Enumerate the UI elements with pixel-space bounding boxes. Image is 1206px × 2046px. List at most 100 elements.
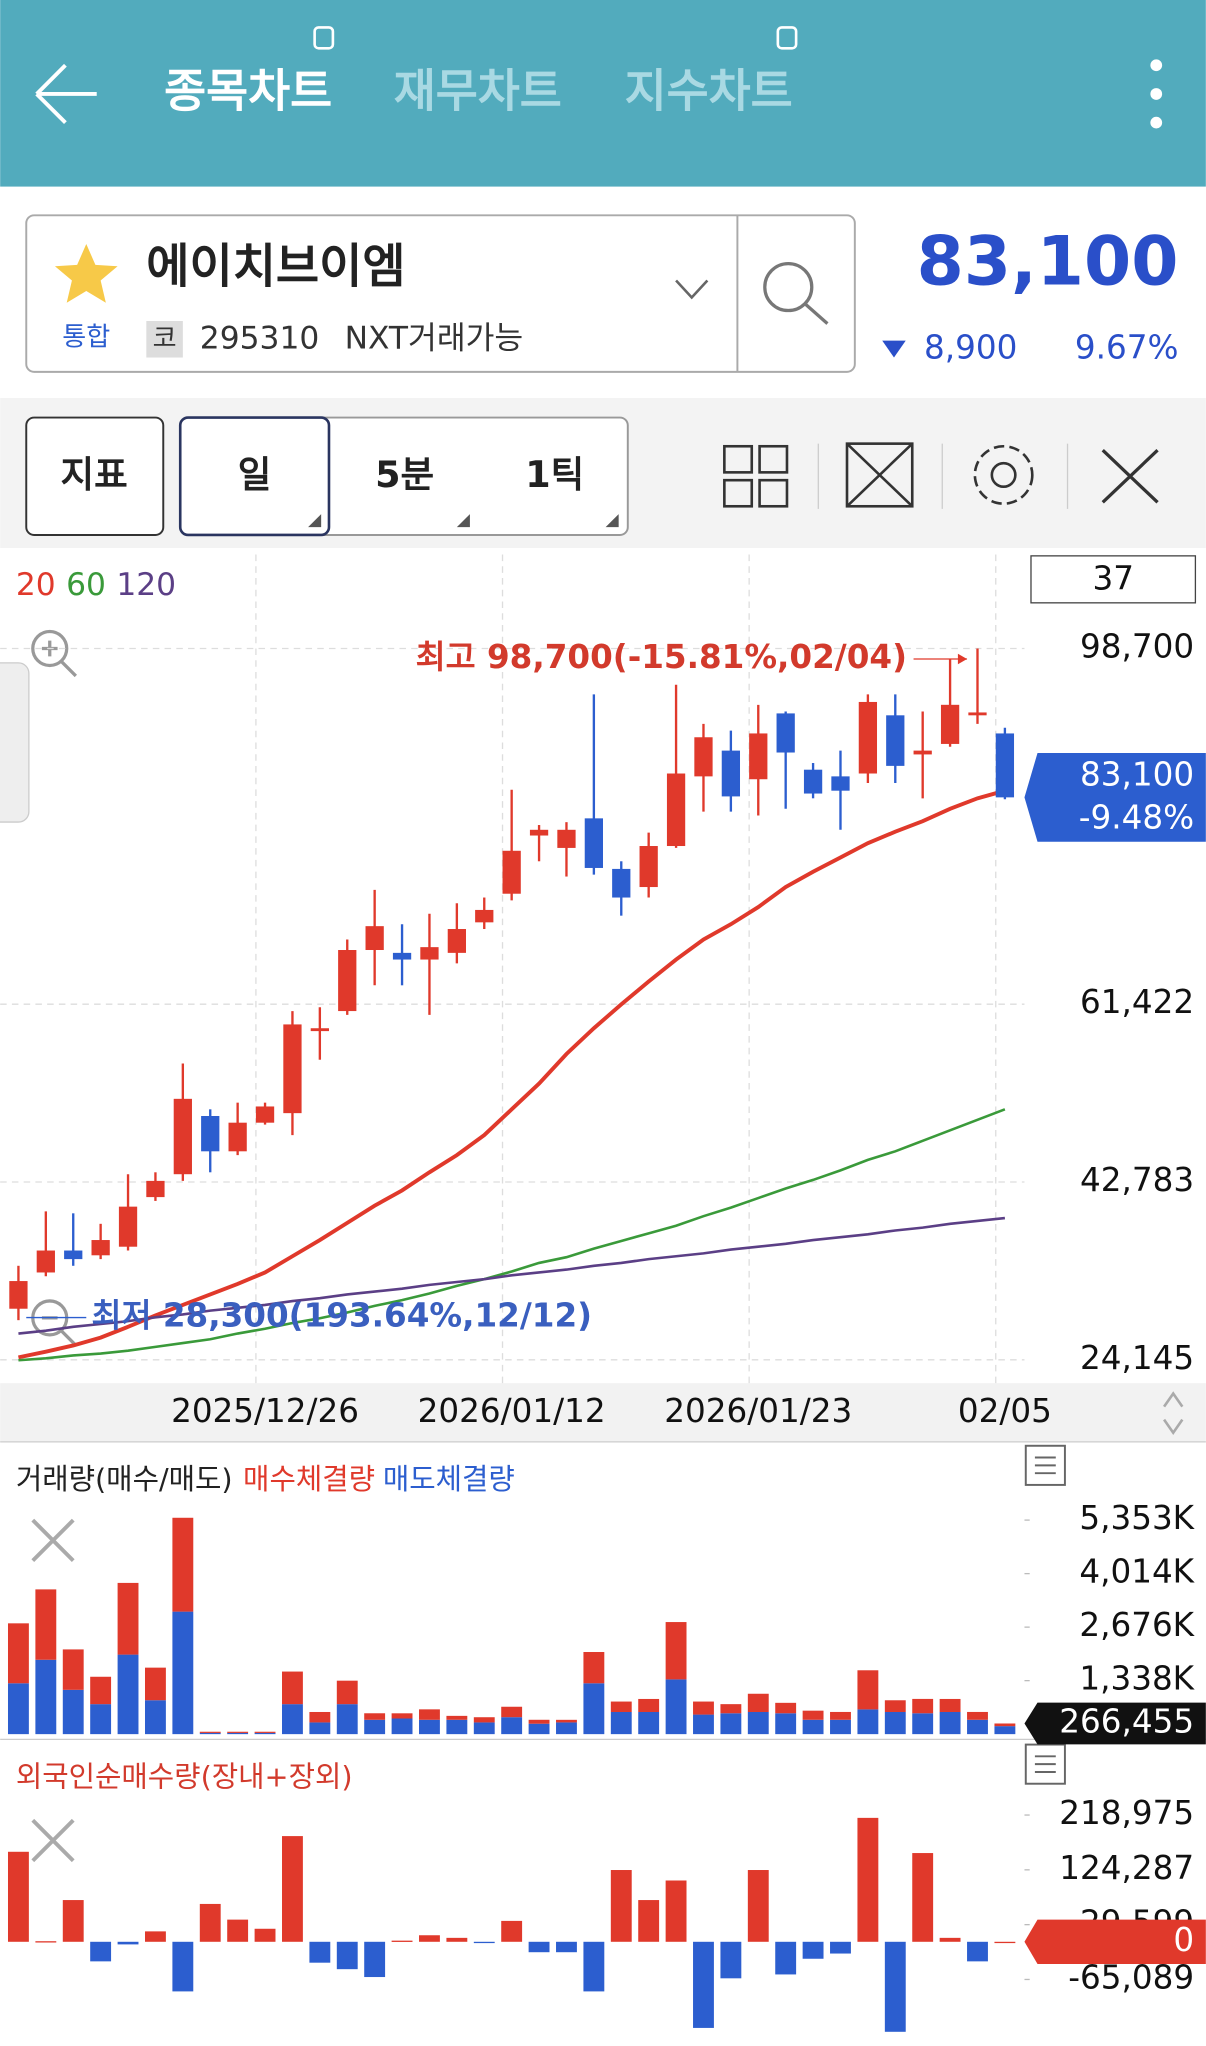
y-tick-label: 5,353K <box>1079 1499 1195 1537</box>
net-buy-bar <box>912 1853 934 1942</box>
indicator-button[interactable] <box>25 416 165 536</box>
candle-body <box>283 1024 302 1114</box>
volume-bar <box>747 1711 769 1735</box>
candle-body <box>584 818 603 868</box>
volume-bar <box>912 1698 934 1714</box>
more-menu[interactable] <box>1150 59 1163 129</box>
close-panel[interactable] <box>31 1818 75 1863</box>
volume-bar <box>720 1713 742 1735</box>
price-change: 8,900 <box>924 329 1017 367</box>
close-panel[interactable] <box>31 1518 75 1562</box>
volume-bar <box>473 1722 495 1735</box>
volume-bar <box>665 1622 687 1680</box>
count-box <box>1030 555 1197 604</box>
x-tick-label: 2025/12/26 <box>171 1392 359 1430</box>
back-button[interactable] <box>35 63 97 125</box>
stock-name: 에이치브이엠 <box>146 240 405 295</box>
volume-bar <box>775 1713 797 1735</box>
moving-average <box>18 1108 1006 1362</box>
y-tick-label: -65,089 <box>1068 1958 1194 1996</box>
icon-part <box>846 442 914 508</box>
candle-body <box>612 868 631 898</box>
candle-body <box>310 1028 329 1032</box>
legend-entry: 60 <box>66 567 106 603</box>
candle-body <box>639 846 658 888</box>
button-label[interactable]: 5분 <box>375 453 434 496</box>
net-buy-bar <box>7 1851 29 1942</box>
x-tick-label: 02/05 <box>958 1392 1052 1430</box>
volume-bar <box>967 1719 988 1735</box>
net-buy-bar <box>610 1870 632 1942</box>
stock-tag: NXT거래가능 <box>345 320 524 356</box>
layout-icon[interactable] <box>723 444 789 508</box>
net-buy-bar <box>720 1941 742 1979</box>
icon-part <box>31 1518 75 1562</box>
back-arrow <box>35 63 97 125</box>
panel-menu[interactable] <box>1024 1743 1066 1785</box>
net-buy-bar <box>638 1900 660 1942</box>
net-buy-bar <box>117 1941 139 1945</box>
icon-part <box>723 478 754 508</box>
candle-body <box>557 829 576 848</box>
stock-box[interactable] <box>25 214 856 373</box>
zoom-in[interactable] <box>31 629 77 678</box>
net-buy-bar <box>282 1836 303 1942</box>
volume-bar <box>90 1704 112 1735</box>
candle-body <box>365 926 384 951</box>
settings-icon[interactable] <box>973 444 1034 505</box>
button-label[interactable]: 1틱 <box>525 453 584 496</box>
search-button[interactable] <box>763 261 829 325</box>
search-lens <box>763 261 814 313</box>
icon-part <box>973 444 1034 505</box>
volume-bar <box>227 1732 249 1735</box>
side-handle[interactable] <box>0 662 30 823</box>
high-annotation: 최고 98,700(-15.81%,02/04) <box>416 638 907 676</box>
net-buy-bar <box>556 1941 577 1953</box>
icon-part <box>1024 1444 1066 1486</box>
legend-entry: 20 <box>16 567 56 603</box>
volume-bar <box>528 1723 550 1735</box>
last-net-buy-marker <box>1024 1919 1206 1964</box>
candle-body <box>694 737 713 777</box>
scroll-arrows[interactable] <box>1163 1391 1184 1435</box>
volume-bar <box>583 1683 605 1735</box>
fullscreen-icon[interactable] <box>845 442 914 508</box>
tab-active[interactable]: 종목차트 <box>164 64 332 117</box>
candle-body <box>228 1122 247 1152</box>
icon-part <box>1034 1456 1056 1475</box>
stock-code: 295310 <box>200 320 319 356</box>
tab[interactable]: 재무차트 <box>394 64 562 117</box>
volume-bar <box>35 1659 57 1735</box>
volume-bar <box>62 1649 84 1690</box>
volume-bar <box>144 1667 166 1701</box>
net-buy-bar <box>227 1919 249 1942</box>
period-selected[interactable] <box>178 416 331 537</box>
legend-entry: 매수체결량 <box>243 1462 375 1496</box>
y-tick-label: 1,338K <box>1079 1660 1195 1698</box>
tab[interactable]: 지수차트 <box>625 64 793 117</box>
net-buy-bar <box>939 1937 961 1942</box>
net-buy-bar <box>994 1941 1016 1944</box>
rotate-icon <box>776 26 798 50</box>
tools-icon[interactable] <box>1101 448 1159 504</box>
dropdown-chevron[interactable] <box>675 279 709 300</box>
volume-bar <box>857 1709 879 1735</box>
net-buy-bar <box>528 1941 550 1953</box>
volume-bar <box>693 1701 714 1715</box>
panel-menu[interactable] <box>1024 1444 1066 1486</box>
volume-bar <box>967 1711 988 1720</box>
volume-bar <box>309 1722 331 1735</box>
net-buy-bar <box>830 1941 851 1954</box>
favorite-star[interactable] <box>54 244 118 303</box>
volume-bar <box>556 1719 577 1723</box>
candle-body <box>940 704 960 744</box>
volume-bar <box>747 1693 769 1712</box>
code-badge: 코 <box>153 324 177 354</box>
y-tick-label: 98,700 <box>1080 628 1194 666</box>
y-tick-label: 42,783 <box>1080 1161 1194 1199</box>
y-tick-label: 124,287 <box>1059 1849 1194 1887</box>
panel-title: 거래량(매수/매도) <box>16 1462 233 1496</box>
volume-bar <box>939 1711 961 1735</box>
volume-bar <box>364 1713 386 1720</box>
